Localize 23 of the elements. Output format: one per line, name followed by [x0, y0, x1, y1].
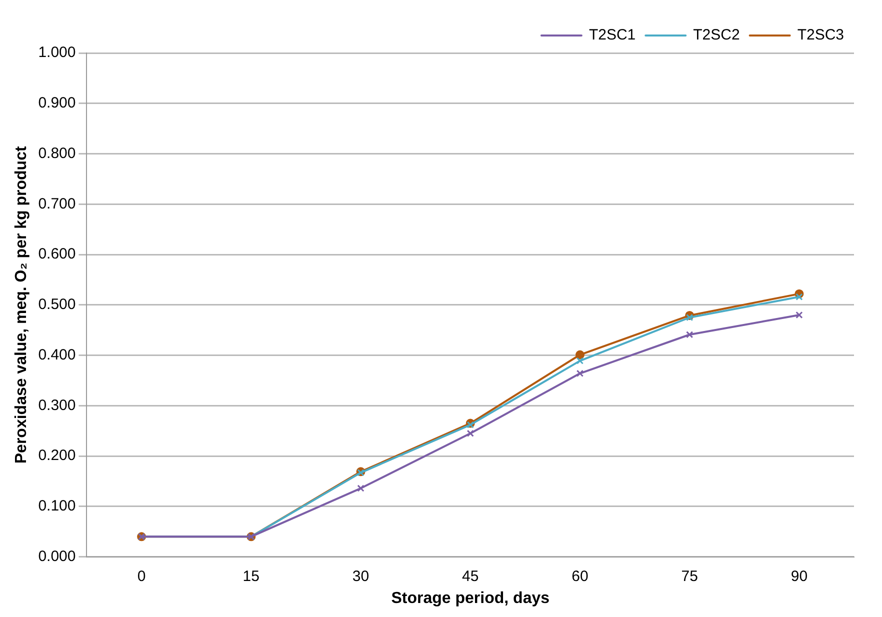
y-tick-label: 0.700	[38, 195, 76, 212]
y-tick-label: 0.600	[38, 246, 76, 263]
y-tick-label: 0.800	[38, 144, 76, 162]
y-tick-label: 0.000	[38, 548, 76, 565]
y-tick-label: 0.500	[38, 296, 76, 314]
legend-label: T2SC3	[797, 26, 844, 44]
y-tick-label: 0.400	[38, 346, 76, 364]
legend-label: T2SC1	[588, 26, 636, 44]
y-tick-label: 0.200	[38, 447, 76, 464]
legend-label: T2SC2	[693, 26, 740, 44]
x-tick-label: 15	[242, 568, 260, 585]
y-tick-label: 1.000	[38, 44, 76, 62]
x-tick-label: 60	[572, 568, 588, 585]
y-axis-title: Peroxidase value, meq. O₂ per kg product	[13, 146, 30, 464]
x-axis-title: Storage period, days	[391, 590, 550, 607]
x-tick-label: 90	[790, 568, 808, 585]
x-tick-label: 75	[681, 568, 698, 585]
y-tick-label: 0.100	[38, 498, 76, 515]
x-tick-label: 0	[137, 568, 146, 585]
y-tick-label: 0.300	[38, 396, 76, 414]
x-tick-label: 30	[352, 568, 370, 585]
y-tick-label: 0.900	[38, 94, 76, 112]
x-tick-label: 45	[462, 568, 479, 585]
